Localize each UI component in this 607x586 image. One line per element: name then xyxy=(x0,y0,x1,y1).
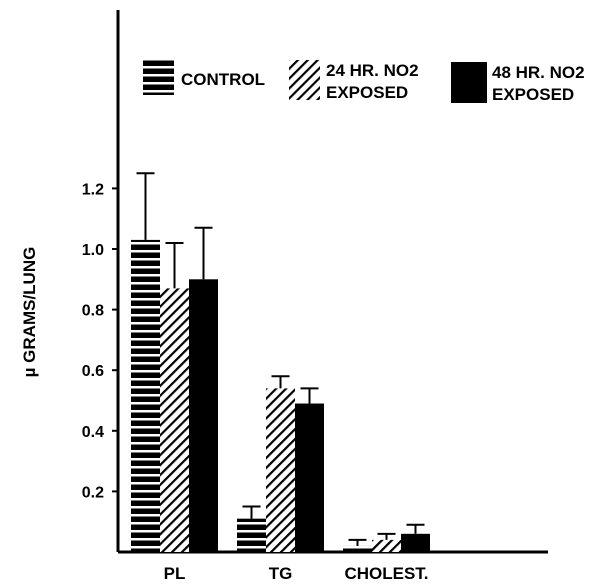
bar-pl-series-1 xyxy=(160,288,189,552)
legend-label-48hr-line1: 48 HR. NO2 xyxy=(492,63,585,82)
legend: CONTROL 24 HR. NO2 EXPOSED 48 HR. NO2 EX… xyxy=(143,60,585,104)
y-axis-label: µ GRAMS/LUNG xyxy=(20,247,39,378)
bar-tg-series-1 xyxy=(266,388,295,552)
bar-cholest-series-2 xyxy=(401,533,430,552)
bar-tg-series-2 xyxy=(295,403,324,552)
y-tick-label-4: 1.0 xyxy=(82,242,104,259)
legend-label-control: CONTROL xyxy=(181,70,265,89)
legend-swatch-control xyxy=(143,60,174,95)
bar-cholest-series-0 xyxy=(343,545,372,552)
x-tick-label-2: CHOLEST. xyxy=(344,564,428,583)
legend-swatch-24hr xyxy=(289,60,320,100)
legend-item-control: CONTROL xyxy=(143,60,265,95)
y-tick-label-5: 1.2 xyxy=(82,181,104,198)
legend-swatch-48hr xyxy=(451,62,487,103)
bar-pl-series-0 xyxy=(131,239,160,552)
bar-pl-series-2 xyxy=(189,279,218,552)
bars xyxy=(131,172,430,552)
bar-cholest-series-1 xyxy=(372,539,401,552)
y-tick-label-2: 0.6 xyxy=(82,363,104,380)
legend-label-48hr-line2: EXPOSED xyxy=(492,85,574,104)
legend-item-48hr: 48 HR. NO2 EXPOSED xyxy=(451,62,585,104)
bar-tg-series-0 xyxy=(237,518,266,552)
y-tick-label-3: 0.8 xyxy=(82,303,104,320)
x-tick-label-0: PL xyxy=(164,564,186,583)
y-tick-label-0: 0.2 xyxy=(82,484,104,501)
legend-label-24hr-line1: 24 HR. NO2 xyxy=(326,61,419,80)
legend-item-24hr: 24 HR. NO2 EXPOSED xyxy=(289,60,419,102)
x-tick-labels: PL TG CHOLEST. xyxy=(164,564,429,583)
y-tick-label-1: 0.4 xyxy=(82,424,104,441)
legend-label-24hr-line2: EXPOSED xyxy=(326,83,408,102)
x-tick-label-1: TG xyxy=(269,564,293,583)
y-ticks: 0.2 0.4 0.6 0.8 1.0 1.2 xyxy=(82,181,118,501)
